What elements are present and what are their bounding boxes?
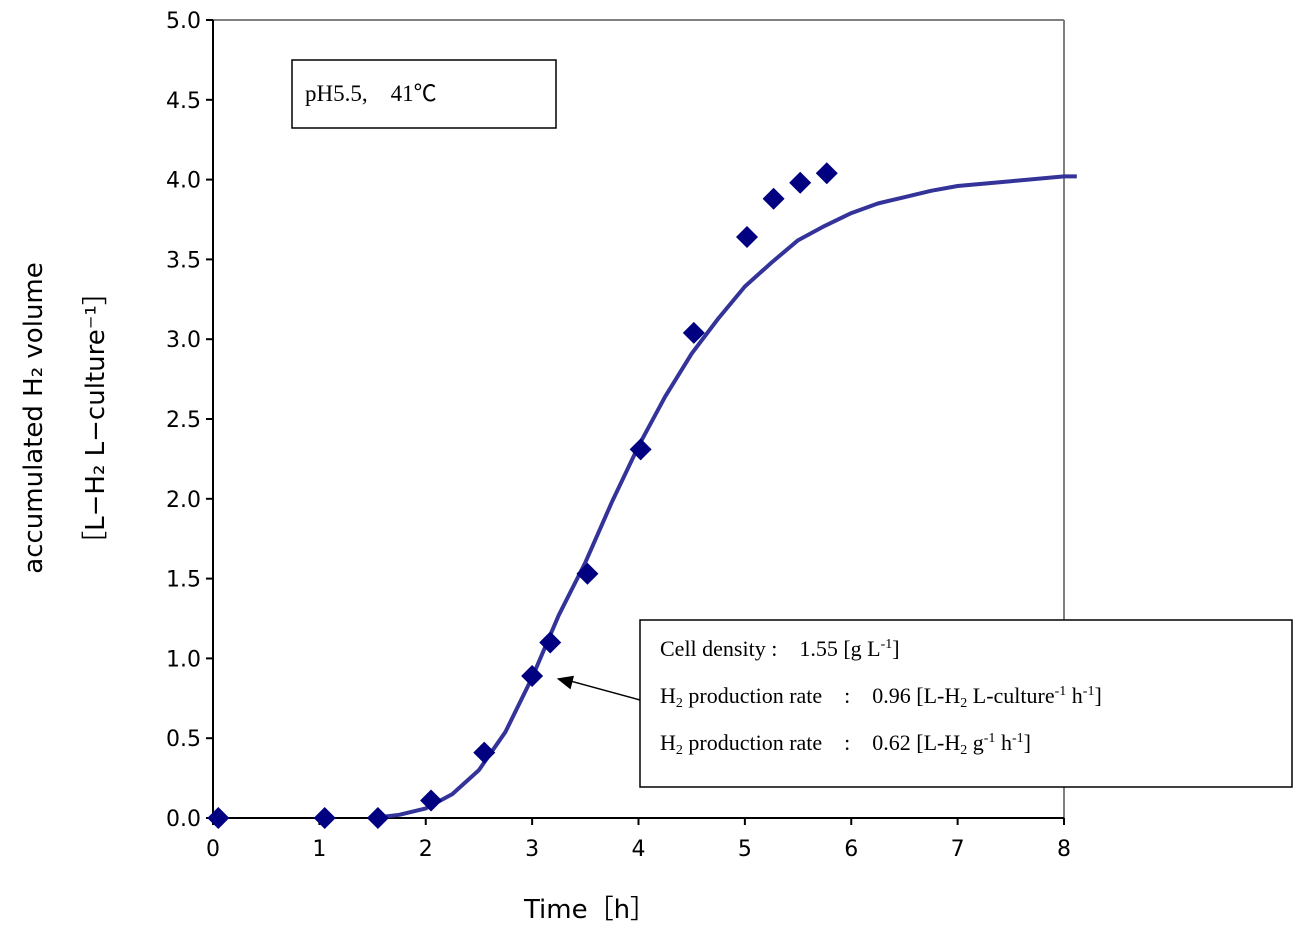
series-line-group	[372, 174, 1077, 820]
y-tick-label: 4.0	[166, 169, 201, 194]
condition-label: pH5.5, 41℃	[305, 81, 437, 106]
annotation-arrowhead	[556, 675, 575, 690]
annotation-line: H2 production rate : 0.62 [L-H2 g-1 h-1]	[660, 730, 1031, 758]
x-tick-label: 2	[419, 837, 433, 862]
data-point	[815, 162, 838, 185]
x-tick-label: 6	[844, 837, 858, 862]
data-point	[576, 562, 599, 585]
data-point	[473, 741, 496, 764]
x-tick-label: 3	[525, 837, 539, 862]
x-tick-label: 8	[1057, 837, 1071, 862]
x-tick-label: 7	[951, 837, 965, 862]
x-tick-label: 1	[312, 837, 326, 862]
y-tick-label: 0.0	[166, 807, 201, 832]
annotation-box	[639, 619, 1293, 788]
annotation-lines: Cell density : 1.55 [g L-1] H2 production…	[660, 636, 1102, 758]
x-axis-title: Time［h］	[523, 895, 656, 925]
y-tick-label: 1.5	[166, 568, 201, 593]
y-tick-label: 2.0	[166, 488, 201, 513]
data-point	[789, 171, 812, 194]
y-ticks: 0.0 0.5 1.0 1.5 2.0 2.5 3.0 3.5 4.0 4.5 5.0	[166, 9, 213, 832]
y-axis-title-line1: accumulated H₂ volume	[19, 262, 49, 573]
annotation-arrow	[568, 679, 641, 701]
y-axis-title-line2: ［L−H₂ L−culture⁻¹］	[81, 279, 111, 557]
y-tick-label: 5.0	[166, 9, 201, 34]
y-tick-label: 1.0	[166, 647, 201, 672]
data-point	[682, 321, 705, 344]
series-points-group	[207, 162, 838, 829]
condition-box	[291, 59, 557, 129]
data-point	[736, 226, 759, 249]
y-tick-label: 2.5	[166, 408, 201, 433]
y-tick-label: 4.5	[166, 89, 201, 114]
data-point	[521, 664, 544, 687]
x-tick-label: 0	[206, 837, 220, 862]
annotation-line: Cell density : 1.55 [g L-1]	[660, 636, 900, 661]
data-point	[539, 631, 562, 654]
model-curve	[372, 174, 1077, 820]
y-tick-label: 3.0	[166, 328, 201, 353]
data-point	[762, 187, 785, 210]
x-ticks: 0 1 2 3 4 5 6 7 8	[206, 818, 1071, 862]
y-tick-label: 3.5	[166, 248, 201, 273]
data-point	[207, 807, 230, 829]
data-point	[366, 807, 389, 829]
x-tick-label: 4	[632, 837, 646, 862]
x-tick-label: 5	[738, 837, 752, 862]
data-point	[313, 807, 336, 829]
data-point	[420, 789, 443, 812]
y-tick-label: 0.5	[166, 727, 201, 752]
annotation-line: H2 production rate : 0.96 [L-H2 L-cultur…	[660, 683, 1102, 711]
data-point	[629, 438, 652, 461]
